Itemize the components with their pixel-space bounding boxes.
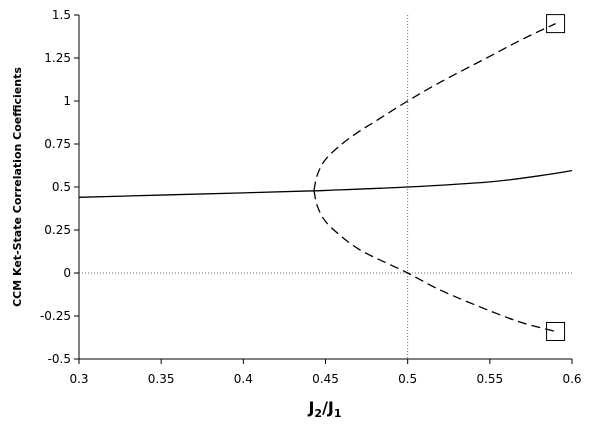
series-line-3 (313, 190, 556, 333)
y-tick-label: 1 (63, 94, 71, 108)
square-marker-1 (546, 14, 566, 34)
x-tick-label: 0.5 (398, 372, 417, 386)
x-label-base-1: J (307, 398, 314, 417)
y-axis-label: CCM Ket-State Correlation Coefficients (11, 67, 24, 307)
series-group (78, 23, 573, 333)
x-tick-label: 0.55 (476, 372, 503, 386)
reference-lines (79, 15, 572, 359)
axes (78, 15, 572, 360)
series-line-1 (78, 170, 573, 198)
x-tick-label: 0.45 (312, 372, 339, 386)
x-label-sub-2: 1 (334, 407, 342, 420)
x-label-sep: / (322, 398, 328, 417)
x-label-base-2: J (327, 398, 334, 417)
x-tick-label: 0.35 (148, 372, 175, 386)
x-tick-label: 0.4 (234, 372, 253, 386)
x-label-sub-1: 2 (314, 407, 322, 420)
y-tick-label: 0.5 (52, 180, 71, 194)
x-tick-label: 0.6 (562, 372, 581, 386)
y-tick-label: 1.5 (52, 8, 71, 22)
x-axis-label: J2/J1 (307, 398, 341, 420)
square-marker-2 (546, 321, 566, 341)
y-tick-label: -0.25 (40, 309, 71, 323)
y-tick-label: 0.25 (44, 223, 71, 237)
x-tick-label: 0.3 (69, 372, 88, 386)
y-tick-label: 0 (63, 266, 71, 280)
y-tick-label: 1.25 (44, 51, 71, 65)
markers-group (546, 14, 566, 341)
series-line-2 (313, 23, 556, 191)
y-tick-label: -0.5 (48, 352, 71, 366)
y-tick-label: 0.75 (44, 137, 71, 151)
ticks: 0.3 0.35 0.4 0.45 0.5 0.55 0.6 -0.5 -0.25 0 0.25 0.… (40, 8, 582, 386)
